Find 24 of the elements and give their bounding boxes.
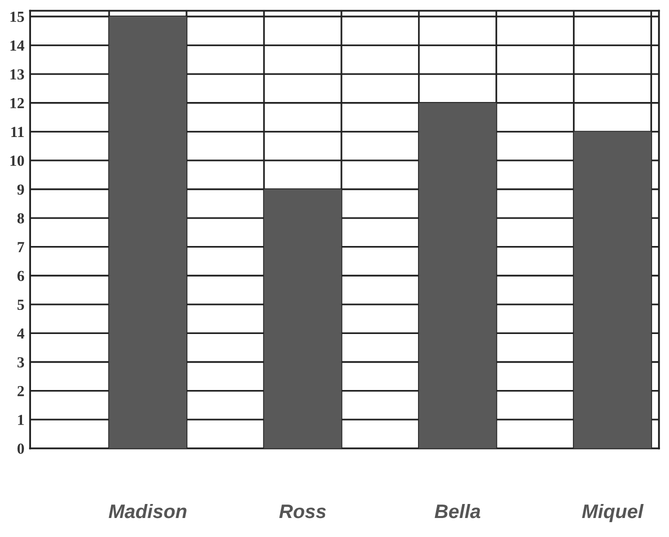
y-tick-label: 9 — [17, 184, 24, 195]
bar — [109, 16, 187, 448]
bar — [574, 132, 652, 448]
y-tick-label: 4 — [17, 328, 24, 339]
y-tick-label: 3 — [17, 357, 24, 368]
y-tick-label: 12 — [10, 98, 24, 108]
y-tick-label: 1 — [18, 414, 24, 425]
y-tick-label: 14 — [10, 40, 24, 51]
bar — [418, 102, 496, 448]
y-tick-label: 7 — [18, 242, 24, 252]
y-tick-label: 8 — [17, 213, 24, 224]
x-tick-label: Miquel — [582, 504, 644, 522]
y-tick-label: 6 — [17, 270, 24, 282]
y-tick-label: 5 — [18, 300, 24, 310]
x-tick-label: Bella — [434, 504, 480, 518]
x-tick-label: Madison — [108, 504, 186, 518]
y-tick-label: 15 — [10, 12, 24, 22]
x-tick-label: Ross — [279, 504, 326, 518]
y-tick-label: 10 — [10, 156, 24, 166]
y-tick-label: 0 — [17, 444, 24, 454]
bar — [264, 189, 342, 448]
y-tick-label: 2 — [18, 386, 24, 396]
y-tick-label: 13 — [10, 69, 24, 80]
y-tick-label: 11 — [11, 126, 24, 137]
